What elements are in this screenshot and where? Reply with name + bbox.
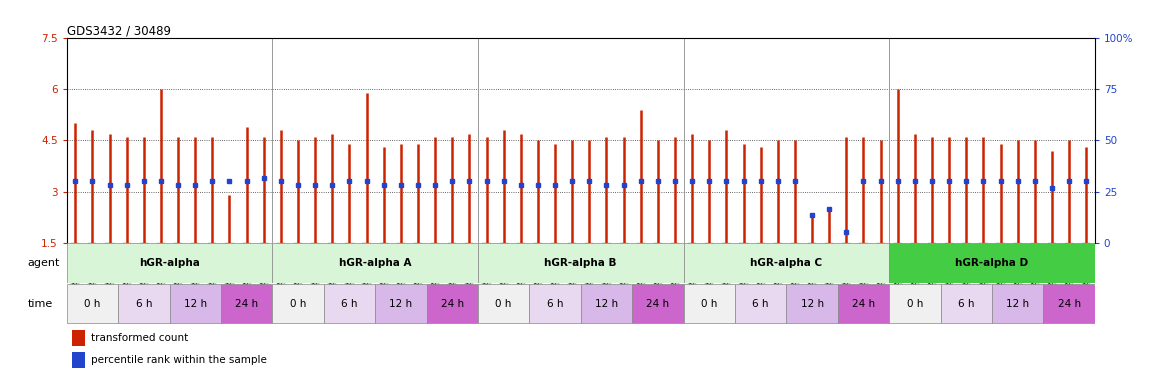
Bar bbox=[375, 284, 427, 323]
Bar bbox=[71, 352, 85, 367]
Text: 6 h: 6 h bbox=[136, 299, 152, 309]
Bar bbox=[169, 284, 221, 323]
Text: 6 h: 6 h bbox=[958, 299, 974, 309]
Text: 6 h: 6 h bbox=[342, 299, 358, 309]
Bar bbox=[683, 243, 889, 283]
Bar bbox=[427, 284, 478, 323]
Bar bbox=[221, 284, 273, 323]
Bar bbox=[837, 284, 889, 323]
Text: hGR-alpha C: hGR-alpha C bbox=[750, 258, 822, 268]
Text: 12 h: 12 h bbox=[595, 299, 618, 309]
Bar bbox=[478, 284, 529, 323]
Text: 12 h: 12 h bbox=[800, 299, 823, 309]
Bar bbox=[632, 284, 683, 323]
Bar bbox=[941, 284, 992, 323]
Bar bbox=[992, 284, 1043, 323]
Text: 0 h: 0 h bbox=[702, 299, 718, 309]
Text: 24 h: 24 h bbox=[852, 299, 875, 309]
Text: 12 h: 12 h bbox=[389, 299, 413, 309]
Text: hGR-alpha A: hGR-alpha A bbox=[339, 258, 412, 268]
Text: 24 h: 24 h bbox=[1058, 299, 1081, 309]
Bar bbox=[889, 284, 941, 323]
Bar bbox=[324, 284, 375, 323]
Text: agent: agent bbox=[28, 258, 60, 268]
Bar bbox=[273, 243, 478, 283]
Bar bbox=[273, 284, 324, 323]
Text: 12 h: 12 h bbox=[1006, 299, 1029, 309]
Text: percentile rank within the sample: percentile rank within the sample bbox=[91, 355, 267, 365]
Text: 0 h: 0 h bbox=[290, 299, 306, 309]
Text: transformed count: transformed count bbox=[91, 333, 189, 343]
Text: 24 h: 24 h bbox=[646, 299, 669, 309]
Bar bbox=[787, 284, 837, 323]
Bar bbox=[67, 284, 118, 323]
Text: 12 h: 12 h bbox=[184, 299, 207, 309]
Bar bbox=[71, 331, 85, 346]
Text: 24 h: 24 h bbox=[235, 299, 259, 309]
Bar bbox=[118, 284, 169, 323]
Text: 0 h: 0 h bbox=[84, 299, 100, 309]
Text: 0 h: 0 h bbox=[496, 299, 512, 309]
Text: 0 h: 0 h bbox=[906, 299, 923, 309]
Bar bbox=[683, 284, 735, 323]
Text: hGR-alpha B: hGR-alpha B bbox=[544, 258, 618, 268]
Text: 24 h: 24 h bbox=[440, 299, 463, 309]
Bar bbox=[735, 284, 787, 323]
Text: hGR-alpha D: hGR-alpha D bbox=[956, 258, 1028, 268]
Bar bbox=[581, 284, 632, 323]
Bar bbox=[1043, 284, 1095, 323]
Bar bbox=[67, 243, 273, 283]
Text: GDS3432 / 30489: GDS3432 / 30489 bbox=[67, 25, 170, 38]
Text: hGR-alpha: hGR-alpha bbox=[139, 258, 200, 268]
Bar bbox=[889, 243, 1095, 283]
Text: time: time bbox=[28, 299, 53, 309]
Text: 6 h: 6 h bbox=[546, 299, 564, 309]
Bar bbox=[529, 284, 581, 323]
Text: 6 h: 6 h bbox=[752, 299, 769, 309]
Bar bbox=[478, 243, 683, 283]
